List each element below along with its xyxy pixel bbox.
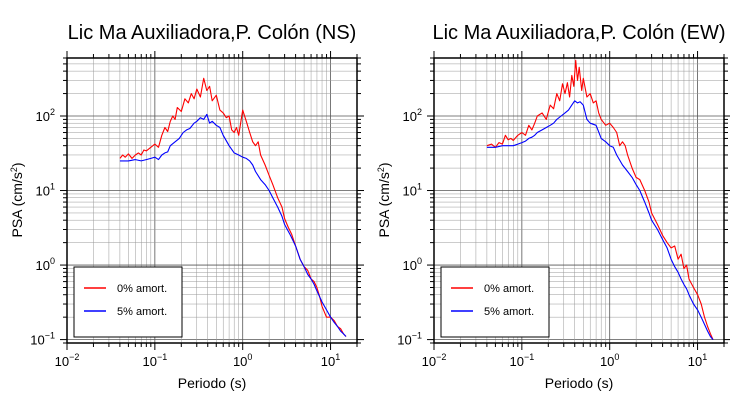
legend-label: 5% amort.: [484, 306, 534, 318]
plot-frame: [433, 57, 725, 344]
series-group: [119, 77, 347, 337]
chart-title: Lic Ma Auxiliadora,P. Colón (EW): [432, 22, 725, 44]
legend-box: [440, 266, 550, 338]
series-group: [486, 59, 714, 340]
series-line-blue: [486, 100, 714, 340]
legend: 0% amort. 5% amort.: [440, 266, 550, 338]
x-axis-label: Periodo (s): [178, 375, 246, 391]
y-axis-label: PSA (cm/s2): [9, 162, 25, 237]
x-axis-label: Periodo (s): [545, 375, 613, 391]
legend: 0% amort. 5% amort.: [73, 266, 183, 338]
legend-label: 0% amort.: [117, 283, 167, 295]
series-line-red: [486, 59, 714, 340]
legend-label: 0% amort.: [484, 283, 534, 295]
series-line-blue: [119, 113, 347, 337]
series-line-red: [119, 77, 347, 337]
y-axis-label: PSA (cm/s2): [376, 162, 392, 237]
chart-title: Lic Ma Auxiliadora,P. Colón (NS): [68, 22, 357, 44]
legend-box: [73, 266, 183, 338]
plot-frame: [66, 57, 358, 344]
legend-label: 5% amort.: [117, 306, 167, 318]
